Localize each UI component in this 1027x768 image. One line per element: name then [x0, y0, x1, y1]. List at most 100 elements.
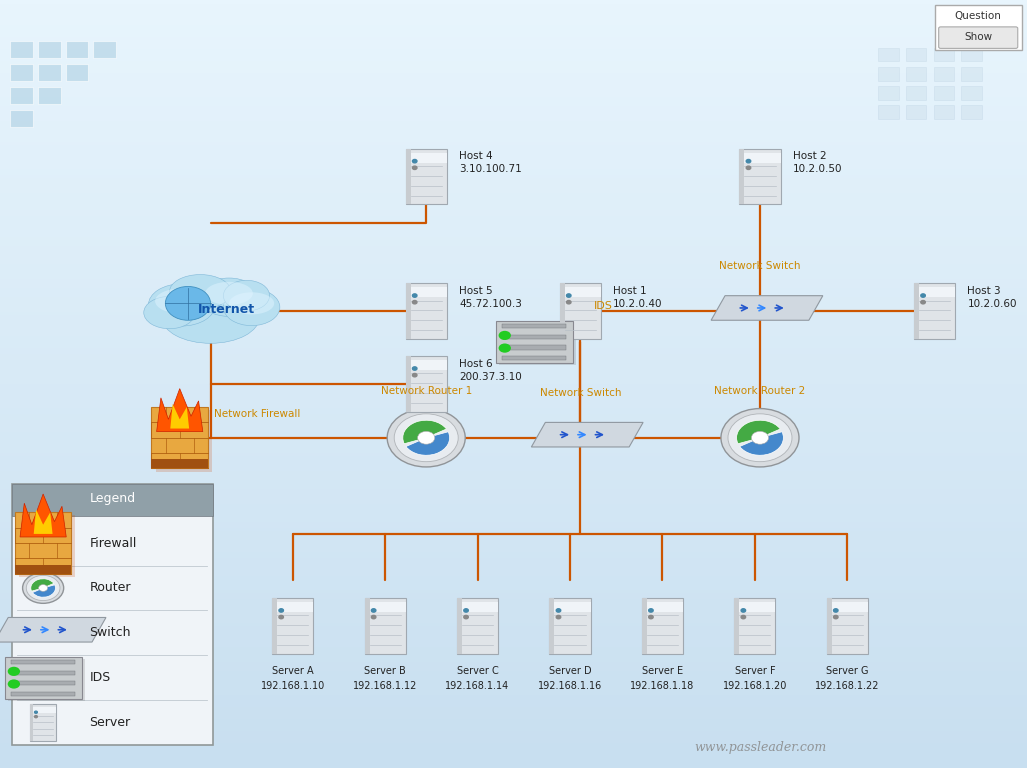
Circle shape: [464, 609, 468, 612]
FancyBboxPatch shape: [549, 602, 591, 612]
Text: IDS: IDS: [89, 671, 111, 684]
FancyBboxPatch shape: [10, 670, 76, 675]
FancyBboxPatch shape: [93, 41, 116, 58]
Text: Server D: Server D: [548, 666, 592, 676]
FancyBboxPatch shape: [66, 64, 88, 81]
Text: 192.168.1.14: 192.168.1.14: [446, 681, 509, 691]
Circle shape: [413, 373, 417, 377]
FancyBboxPatch shape: [156, 410, 212, 472]
FancyBboxPatch shape: [7, 659, 84, 701]
Wedge shape: [403, 420, 447, 444]
FancyBboxPatch shape: [560, 287, 601, 297]
FancyBboxPatch shape: [502, 324, 567, 329]
Ellipse shape: [224, 280, 269, 311]
FancyBboxPatch shape: [914, 283, 919, 339]
FancyBboxPatch shape: [878, 86, 899, 100]
FancyBboxPatch shape: [914, 287, 955, 297]
Polygon shape: [34, 509, 52, 534]
Polygon shape: [157, 389, 202, 432]
Circle shape: [499, 331, 511, 340]
FancyBboxPatch shape: [14, 564, 71, 574]
FancyBboxPatch shape: [878, 48, 899, 61]
Text: Server F: Server F: [734, 666, 775, 676]
Circle shape: [728, 414, 792, 462]
Circle shape: [567, 300, 571, 304]
FancyBboxPatch shape: [10, 692, 76, 696]
FancyBboxPatch shape: [10, 87, 33, 104]
FancyBboxPatch shape: [365, 598, 370, 654]
FancyBboxPatch shape: [12, 484, 213, 745]
Text: 10.2.0.60: 10.2.0.60: [967, 299, 1017, 309]
FancyBboxPatch shape: [734, 598, 775, 654]
FancyBboxPatch shape: [406, 149, 411, 204]
FancyBboxPatch shape: [457, 602, 498, 612]
Ellipse shape: [229, 293, 274, 314]
FancyBboxPatch shape: [560, 283, 565, 339]
FancyBboxPatch shape: [739, 153, 781, 163]
Circle shape: [557, 609, 561, 612]
Circle shape: [279, 615, 283, 619]
Text: Network Router 1: Network Router 1: [381, 386, 471, 396]
Text: Show: Show: [964, 31, 992, 42]
Circle shape: [741, 609, 746, 612]
Circle shape: [279, 609, 283, 612]
Text: Internet: Internet: [197, 303, 255, 316]
FancyBboxPatch shape: [272, 598, 313, 654]
Ellipse shape: [169, 275, 231, 310]
Text: 192.168.1.12: 192.168.1.12: [353, 681, 417, 691]
FancyBboxPatch shape: [734, 602, 775, 612]
FancyBboxPatch shape: [365, 598, 406, 654]
FancyBboxPatch shape: [12, 484, 213, 516]
Circle shape: [834, 615, 838, 619]
FancyBboxPatch shape: [406, 356, 447, 412]
Text: Server B: Server B: [365, 666, 406, 676]
FancyBboxPatch shape: [642, 598, 683, 654]
Text: 10.2.0.50: 10.2.0.50: [793, 164, 842, 174]
FancyBboxPatch shape: [878, 67, 899, 81]
Wedge shape: [736, 420, 781, 444]
FancyBboxPatch shape: [961, 86, 982, 100]
FancyBboxPatch shape: [502, 356, 567, 360]
Text: Question: Question: [955, 11, 1001, 22]
FancyBboxPatch shape: [406, 149, 447, 204]
Polygon shape: [711, 296, 823, 320]
FancyBboxPatch shape: [18, 515, 76, 577]
FancyBboxPatch shape: [30, 704, 33, 741]
FancyBboxPatch shape: [878, 105, 899, 119]
FancyBboxPatch shape: [734, 598, 739, 654]
FancyBboxPatch shape: [827, 598, 832, 654]
Circle shape: [372, 615, 376, 619]
Text: Host 6: Host 6: [459, 359, 493, 369]
Text: Host 1: Host 1: [613, 286, 647, 296]
Circle shape: [921, 300, 925, 304]
FancyBboxPatch shape: [38, 41, 61, 58]
FancyBboxPatch shape: [935, 5, 1022, 50]
Text: Network Router 2: Network Router 2: [715, 386, 805, 396]
Circle shape: [7, 667, 21, 676]
FancyBboxPatch shape: [152, 407, 207, 468]
Circle shape: [394, 414, 458, 462]
Circle shape: [413, 300, 417, 304]
Ellipse shape: [223, 289, 279, 326]
Text: Host 2: Host 2: [793, 151, 827, 161]
Wedge shape: [406, 432, 450, 455]
Circle shape: [413, 160, 417, 163]
Circle shape: [649, 615, 653, 619]
Polygon shape: [531, 422, 643, 447]
FancyBboxPatch shape: [827, 598, 868, 654]
FancyBboxPatch shape: [961, 105, 982, 119]
Text: Host 3: Host 3: [967, 286, 1001, 296]
Circle shape: [27, 575, 60, 601]
Text: Firewall: Firewall: [89, 537, 137, 550]
Circle shape: [413, 367, 417, 370]
FancyBboxPatch shape: [906, 48, 926, 61]
Circle shape: [7, 680, 21, 689]
Circle shape: [834, 609, 838, 612]
Text: 192.168.1.10: 192.168.1.10: [261, 681, 325, 691]
Circle shape: [747, 160, 751, 163]
Circle shape: [418, 432, 434, 444]
Polygon shape: [20, 494, 66, 537]
Text: Network Switch: Network Switch: [719, 261, 801, 271]
FancyBboxPatch shape: [560, 283, 601, 339]
FancyBboxPatch shape: [906, 105, 926, 119]
